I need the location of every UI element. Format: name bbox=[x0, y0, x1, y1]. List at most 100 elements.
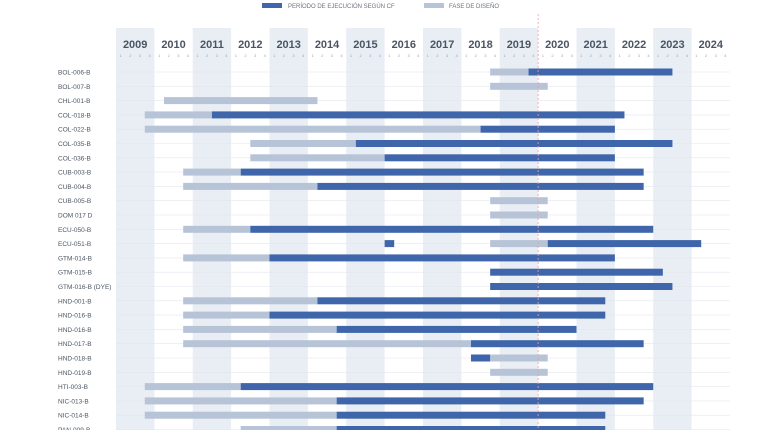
project-label: COL-018-B bbox=[58, 112, 91, 119]
design-phase-bar bbox=[490, 354, 548, 362]
quarter-tick-label: 4 bbox=[609, 53, 612, 58]
quarter-tick-label: 1 bbox=[312, 53, 315, 58]
quarter-tick-label: 3 bbox=[446, 53, 449, 58]
quarter-tick-label: 4 bbox=[340, 53, 343, 58]
project-label: HND-016-B bbox=[58, 313, 92, 320]
legend-swatch-design bbox=[424, 3, 444, 8]
quarter-tick-label: 1 bbox=[619, 53, 622, 58]
quarter-tick-label: 2 bbox=[398, 53, 401, 58]
quarter-tick-label: 3 bbox=[599, 53, 602, 58]
year-label: 2018 bbox=[468, 39, 492, 51]
quarter-tick-label: 4 bbox=[686, 53, 689, 58]
design-phase-bar bbox=[490, 68, 529, 76]
quarter-tick-label: 1 bbox=[427, 53, 430, 58]
design-phase-bar bbox=[183, 340, 471, 348]
design-phase-bar bbox=[490, 82, 548, 90]
quarter-tick-label: 3 bbox=[369, 53, 372, 58]
quarter-tick-label: 3 bbox=[561, 53, 564, 58]
year-label: 2011 bbox=[200, 39, 224, 51]
quarter-tick-label: 4 bbox=[571, 53, 574, 58]
project-label: HND-019-B bbox=[58, 370, 92, 377]
design-phase-bar bbox=[144, 111, 212, 119]
quarter-tick-label: 2 bbox=[321, 53, 324, 58]
year-label: 2020 bbox=[545, 39, 569, 51]
project-label: PAN-009-B bbox=[58, 427, 90, 430]
quarter-tick-label: 2 bbox=[129, 53, 132, 58]
quarter-tick-label: 4 bbox=[417, 53, 420, 58]
project-label: HND-018-B bbox=[58, 356, 92, 363]
year-label: 2022 bbox=[622, 39, 646, 51]
quarter-tick-label: 1 bbox=[388, 53, 391, 58]
project-label: DOM 017 D bbox=[58, 213, 93, 220]
quarter-tick-label: 3 bbox=[676, 53, 679, 58]
quarter-tick-label: 2 bbox=[628, 53, 631, 58]
project-label: NIC-014-B bbox=[58, 413, 89, 420]
quarter-tick-label: 2 bbox=[283, 53, 286, 58]
quarter-tick-label: 2 bbox=[667, 53, 670, 58]
project-label: CUB-003-B bbox=[58, 170, 91, 177]
year-label: 2016 bbox=[392, 39, 416, 51]
quarter-tick-label: 2 bbox=[551, 53, 554, 58]
execution-period-bar bbox=[317, 297, 606, 305]
quarter-tick-label: 1 bbox=[235, 53, 238, 58]
quarter-tick-label: 3 bbox=[638, 53, 641, 58]
quarter-tick-label: 4 bbox=[264, 53, 267, 58]
execution-period-bar bbox=[470, 354, 491, 362]
quarter-tick-label: 2 bbox=[244, 53, 247, 58]
quarter-tick-label: 3 bbox=[523, 53, 526, 58]
quarter-tick-label: 4 bbox=[532, 53, 535, 58]
quarter-tick-label: 3 bbox=[292, 53, 295, 58]
execution-period-bar bbox=[336, 325, 577, 333]
design-phase-bar bbox=[183, 311, 270, 319]
project-label: ECU-051-B bbox=[58, 241, 91, 248]
design-phase-bar bbox=[490, 368, 548, 376]
design-phase-bar bbox=[183, 182, 318, 190]
execution-period-bar bbox=[336, 411, 606, 419]
project-label: CUB-005-B bbox=[58, 198, 91, 205]
legend-swatch-execution bbox=[262, 3, 282, 8]
quarter-tick-label: 2 bbox=[513, 53, 516, 58]
quarter-tick-label: 3 bbox=[484, 53, 487, 58]
design-phase-bar bbox=[250, 140, 356, 147]
year-label: 2014 bbox=[315, 39, 340, 51]
year-label: 2012 bbox=[238, 39, 262, 51]
execution-period-bar bbox=[240, 168, 644, 176]
quarter-tick-label: 3 bbox=[216, 53, 219, 58]
quarter-tick-label: 1 bbox=[196, 53, 199, 58]
project-label: COL-022-B bbox=[58, 127, 91, 134]
execution-period-bar bbox=[355, 140, 673, 147]
quarter-tick-label: 3 bbox=[139, 53, 142, 58]
quarter-tick-label: 4 bbox=[647, 53, 650, 58]
execution-period-bar bbox=[317, 182, 644, 190]
year-label: 2013 bbox=[276, 39, 300, 51]
quarter-tick-label: 4 bbox=[724, 53, 727, 58]
project-label: COL-035-B bbox=[58, 141, 91, 148]
quarter-tick-label: 1 bbox=[350, 53, 353, 58]
design-phase-bar bbox=[144, 125, 481, 133]
legend-label-design: FASE DE DISEÑO bbox=[449, 3, 499, 10]
project-label: HND-016-B bbox=[58, 327, 92, 334]
quarter-tick-label: 2 bbox=[590, 53, 593, 58]
execution-period-bar bbox=[269, 311, 606, 319]
execution-period-bar bbox=[211, 111, 625, 119]
quarter-tick-label: 4 bbox=[187, 53, 190, 58]
year-label: 2024 bbox=[699, 39, 724, 51]
year-label: 2010 bbox=[161, 39, 185, 51]
quarter-tick-label: 4 bbox=[379, 53, 382, 58]
design-phase-bar bbox=[490, 197, 548, 205]
execution-period-bar bbox=[384, 154, 615, 162]
project-label: BOL-007-B bbox=[58, 84, 91, 91]
quarter-tick-label: 3 bbox=[254, 53, 257, 58]
quarter-tick-label: 1 bbox=[657, 53, 660, 58]
quarter-tick-label: 1 bbox=[695, 53, 698, 58]
quarter-tick-label: 1 bbox=[580, 53, 583, 58]
execution-period-bar bbox=[384, 240, 395, 248]
year-label: 2023 bbox=[660, 39, 684, 51]
quarter-tick-label: 4 bbox=[225, 53, 228, 58]
design-phase-bar bbox=[144, 397, 337, 405]
execution-period-bar bbox=[336, 397, 644, 405]
design-phase-bar bbox=[240, 426, 337, 430]
year-label: 2021 bbox=[583, 39, 607, 51]
project-label: COL-036-B bbox=[58, 155, 91, 162]
